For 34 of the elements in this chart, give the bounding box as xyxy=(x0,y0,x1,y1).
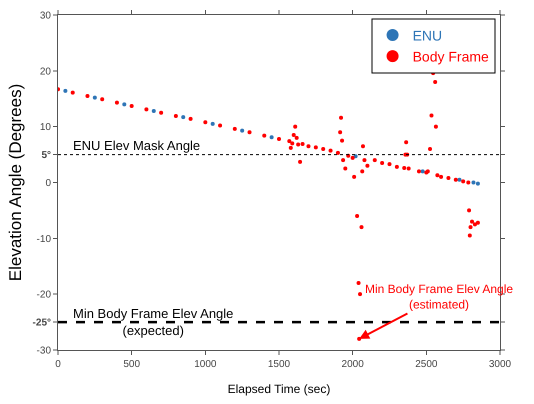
point xyxy=(92,96,97,100)
point xyxy=(181,115,186,120)
point xyxy=(152,109,156,114)
y-tick-label: 20 xyxy=(40,66,52,78)
legend-label: Body Frame xyxy=(412,48,490,65)
y-tick-label: 30 xyxy=(40,10,52,22)
y-axis-title: Elevation Angle (Degrees) xyxy=(6,84,26,282)
legend-label: ENU xyxy=(412,27,442,44)
y-tick-label: -25° xyxy=(32,318,51,329)
x-tick-label: 3000 xyxy=(488,359,512,370)
ref-line-label: Min Body Frame Elev Angle (expected) xyxy=(73,306,234,338)
point xyxy=(122,102,126,106)
point xyxy=(457,178,462,182)
y-tick-label: 5° xyxy=(41,150,51,162)
y-tick-label: 0 xyxy=(45,178,52,189)
x-tick-label: 1000 xyxy=(194,359,217,370)
y-tick-label: 10 xyxy=(40,122,52,134)
ref-line-label: ENU Elev Mask Angle xyxy=(73,138,200,153)
x-axis-title: Elapsed Time (sec) xyxy=(228,382,330,396)
point xyxy=(476,182,480,186)
point xyxy=(270,135,274,140)
x-tick-label: 2000 xyxy=(342,359,364,370)
point xyxy=(420,169,425,174)
point xyxy=(63,88,68,93)
x-tick-label: 0 xyxy=(55,359,62,370)
point xyxy=(210,122,215,126)
x-tick-label: 2500 xyxy=(415,359,438,370)
y-tick-label: -20 xyxy=(36,290,52,301)
point xyxy=(240,128,244,133)
y-tick-label: -30 xyxy=(36,346,52,356)
x-tick-label: 500 xyxy=(123,359,140,370)
point xyxy=(471,180,476,184)
y-tick-label: -10 xyxy=(36,234,52,245)
x-tick-label: 1500 xyxy=(268,359,291,370)
